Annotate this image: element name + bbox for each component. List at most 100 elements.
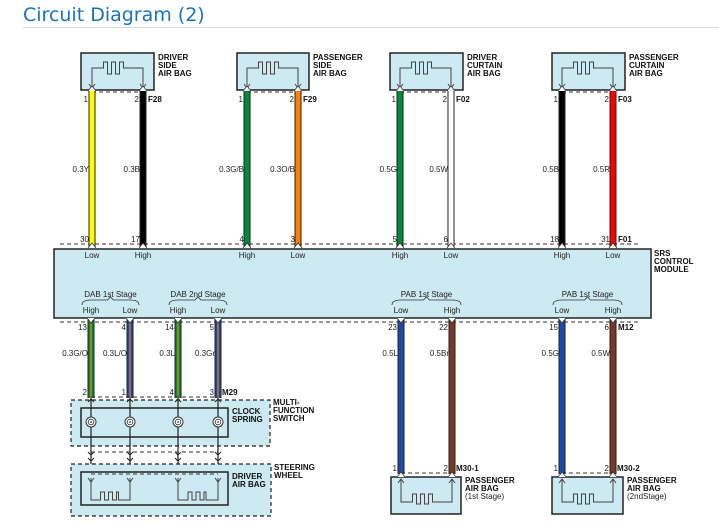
module-pin-number: 4 xyxy=(122,323,127,332)
wire-spec-label: 0.5W xyxy=(591,349,610,358)
clock-spring-coil-icon xyxy=(129,421,131,423)
connector-chevron-icon xyxy=(174,398,182,462)
connector-chevron-icon xyxy=(126,398,134,462)
wire-spec-label: 0.3G/B xyxy=(219,165,244,174)
squib-symbol-icon xyxy=(399,61,452,88)
connector-chevron-icon xyxy=(87,398,95,462)
clock-spring-box xyxy=(80,407,229,438)
wire xyxy=(559,91,565,248)
airbag-name-label: PASSENGER xyxy=(313,53,363,62)
module-pin-number: 3 xyxy=(291,235,296,244)
wire-spec-label: 0.3Gr xyxy=(195,349,215,358)
connector-id: F02 xyxy=(456,95,470,104)
pin-terminal-icon xyxy=(242,85,252,92)
pin-terminal-icon xyxy=(395,85,405,92)
wire-spec-label: 0.3L/O xyxy=(103,349,127,358)
connector-id: M12 xyxy=(618,323,634,332)
pin-terminal-icon xyxy=(557,317,567,324)
module-pin-number: 22 xyxy=(439,323,448,332)
signal-label: High xyxy=(392,251,408,260)
arrow-icon xyxy=(214,477,222,483)
wire-stripe xyxy=(129,318,131,398)
module-name-label: SRS xyxy=(654,249,671,258)
passenger-air-bag-label: PASSENGER xyxy=(465,476,515,485)
srs-control-module xyxy=(53,248,652,319)
wire xyxy=(295,91,301,248)
connector-id: M30-2 xyxy=(617,464,640,473)
arrow-icon xyxy=(87,477,95,483)
signal-label: Low xyxy=(291,251,306,260)
airbag-name-label: DRIVER xyxy=(158,53,188,62)
squib-symbol-icon xyxy=(90,478,131,501)
connector-chevron-icon xyxy=(214,398,222,462)
squib-symbol-icon xyxy=(561,480,614,505)
pin-terminal-icon xyxy=(557,471,567,478)
squib-symbol-icon xyxy=(177,478,219,501)
pin-terminal-icon xyxy=(557,85,567,92)
arrow-icon xyxy=(126,477,134,483)
pin-number: 2 xyxy=(605,464,610,473)
wire-spec-label: 0.5Br xyxy=(430,349,449,358)
module-pin-number: 23 xyxy=(388,323,397,332)
airbag-connector-box xyxy=(236,52,310,91)
squib-symbol-icon xyxy=(246,61,299,88)
driver-air-bag-label: DRIVER xyxy=(232,472,262,481)
module-pin-number: 14 xyxy=(165,323,174,332)
signal-label: High xyxy=(170,306,186,315)
stage-brace xyxy=(552,296,623,306)
driver-air-bag-label: AIR BAG xyxy=(232,480,266,489)
pin-number: 2 xyxy=(135,95,140,104)
airbag-name-label: CURTAIN xyxy=(467,61,503,70)
squib-symbol-icon xyxy=(91,61,144,88)
pin-terminal-icon xyxy=(213,317,223,324)
clock-spring-coil-icon xyxy=(90,421,92,423)
pin-number: 2 xyxy=(290,95,295,104)
airbag-name-label: CURTAIN xyxy=(629,61,665,70)
wire-spec-label: 0.3B xyxy=(124,165,140,174)
module-pin-number: 6 xyxy=(444,235,449,244)
module-pin-number: 30 xyxy=(80,235,89,244)
pin-terminal-icon xyxy=(138,242,148,249)
pin-number: 1 xyxy=(392,95,397,104)
passenger-air-bag-label: PASSENGER xyxy=(627,476,677,485)
pin-terminal-icon xyxy=(396,471,406,478)
pin-number: 4 xyxy=(170,388,175,397)
pin-terminal-icon xyxy=(173,317,183,324)
clock-spring-coil-icon xyxy=(87,418,95,426)
connector-id: M29 xyxy=(222,388,238,397)
pin-terminal-icon xyxy=(446,242,456,249)
pin-terminal-icon xyxy=(447,317,457,324)
arrow-icon xyxy=(558,478,566,484)
wire-spec-label: 0.5B xyxy=(543,165,559,174)
pin-number: 1 xyxy=(554,95,559,104)
wire-spec-label: 0.3G/O xyxy=(62,349,88,358)
clock-spring-label: CLOCK xyxy=(232,407,261,416)
clock-spring-coil-icon xyxy=(217,421,219,423)
module-name-label: MODULE xyxy=(654,265,689,274)
wire-spec-label: 0.3L xyxy=(159,349,175,358)
pin-terminal-icon xyxy=(293,242,303,249)
signal-label: High xyxy=(554,251,570,260)
wire xyxy=(448,91,454,248)
pin-terminal-icon xyxy=(86,317,96,324)
wire-spec-label: 0.5R xyxy=(593,165,610,174)
pin-number: 2 xyxy=(605,95,610,104)
wire-spec-label: 0.5W xyxy=(429,165,448,174)
wire xyxy=(559,318,565,474)
pin-terminal-icon xyxy=(395,242,405,249)
page-title: Circuit Diagram (2) xyxy=(23,4,205,26)
signal-label: Low xyxy=(394,306,409,315)
stage-label: DAB 2nd Stage xyxy=(170,290,226,299)
passenger-air-bag-label: AIR BAG xyxy=(627,484,661,493)
clock-spring-coil-icon xyxy=(126,418,134,426)
pin-terminal-icon xyxy=(242,242,252,249)
arrow-icon xyxy=(448,478,456,484)
module-pin-number: 15 xyxy=(549,323,558,332)
airbag-connector-box xyxy=(80,52,155,91)
stage-brace xyxy=(81,296,140,306)
wire xyxy=(89,91,95,248)
signal-label: Low xyxy=(85,251,100,260)
pin-terminal-icon xyxy=(608,85,618,92)
pin-terminal-icon xyxy=(125,317,135,324)
